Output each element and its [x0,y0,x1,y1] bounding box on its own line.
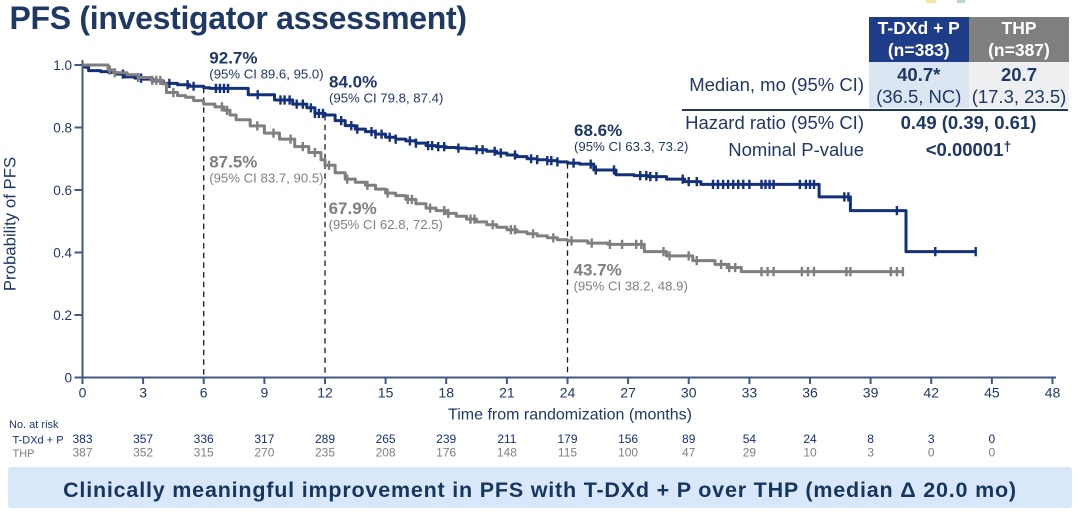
svg-text:68.6%: 68.6% [574,121,622,140]
svg-text:0: 0 [989,432,996,446]
svg-text:No. at risk: No. at risk [9,419,59,431]
svg-text:208: 208 [376,446,396,460]
svg-text:(95% CI 83.7, 90.5): (95% CI 83.7, 90.5) [209,170,323,185]
svg-text:179: 179 [557,432,577,446]
svg-text:315: 315 [194,446,214,460]
svg-text:(95% CI 63.3, 73.2): (95% CI 63.3, 73.2) [574,139,688,154]
svg-text:0.2: 0.2 [53,308,72,323]
svg-text:T-DXd + P: T-DXd + P [13,435,64,447]
svg-text:87.5%: 87.5% [209,152,257,171]
svg-text:48: 48 [1045,385,1061,401]
svg-text:3: 3 [139,385,147,401]
svg-text:383: 383 [72,432,92,446]
svg-text:235: 235 [315,446,335,460]
svg-text:84.0%: 84.0% [329,72,377,91]
svg-text:148: 148 [497,446,517,460]
svg-text:54: 54 [743,432,757,446]
svg-text:10: 10 [803,446,817,460]
svg-text:317: 317 [254,432,274,446]
svg-text:29: 29 [743,446,757,460]
svg-text:(95% CI 38.2, 48.9): (95% CI 38.2, 48.9) [574,278,688,293]
svg-text:270: 270 [254,446,274,460]
svg-text:THP: THP [13,448,35,460]
svg-text:(95% CI 62.8, 72.5): (95% CI 62.8, 72.5) [329,217,443,232]
svg-text:156: 156 [618,432,638,446]
svg-text:18: 18 [438,385,454,401]
svg-text:0.4: 0.4 [53,245,72,260]
svg-text:0: 0 [989,446,996,460]
svg-text:239: 239 [436,432,456,446]
svg-text:42: 42 [923,385,939,401]
svg-text:336: 336 [194,432,214,446]
svg-text:6: 6 [200,385,208,401]
svg-text:89: 89 [682,432,696,446]
svg-text:21: 21 [499,385,515,401]
svg-text:43.7%: 43.7% [574,260,622,279]
svg-text:265: 265 [376,432,396,446]
svg-text:15: 15 [378,385,394,401]
svg-text:100: 100 [618,446,638,460]
svg-text:36: 36 [802,385,818,401]
svg-text:33: 33 [742,385,758,401]
svg-text:45: 45 [984,385,1000,401]
svg-text:352: 352 [133,446,153,460]
svg-text:(95% CI 79.8, 87.4): (95% CI 79.8, 87.4) [329,90,443,105]
svg-text:24: 24 [803,432,817,446]
svg-text:176: 176 [436,446,456,460]
svg-text:67.9%: 67.9% [329,199,377,218]
svg-text:Time from randomization (month: Time from randomization (months) [448,407,692,424]
svg-text:1.0: 1.0 [53,58,72,73]
svg-text:3: 3 [867,446,874,460]
svg-text:0.6: 0.6 [53,183,72,198]
svg-text:Probability of PFS: Probability of PFS [1,157,20,291]
svg-text:47: 47 [682,446,696,460]
svg-text:0: 0 [64,370,72,385]
svg-text:289: 289 [315,432,335,446]
svg-text:3: 3 [928,432,935,446]
svg-text:9: 9 [261,385,269,401]
svg-text:30: 30 [681,385,697,401]
svg-text:387: 387 [72,446,92,460]
svg-text:115: 115 [558,446,577,460]
svg-text:92.7%: 92.7% [209,48,257,67]
svg-text:357: 357 [133,432,153,446]
svg-text:12: 12 [317,385,333,401]
svg-text:8: 8 [867,432,874,446]
svg-text:0: 0 [928,446,935,460]
svg-text:39: 39 [863,385,879,401]
svg-text:(95% CI 89.6, 95.0): (95% CI 89.6, 95.0) [209,66,323,81]
svg-text:211: 211 [497,432,516,446]
svg-text:0.8: 0.8 [53,120,72,135]
svg-text:24: 24 [560,385,576,401]
svg-text:27: 27 [620,385,636,401]
svg-text:0: 0 [79,385,87,401]
